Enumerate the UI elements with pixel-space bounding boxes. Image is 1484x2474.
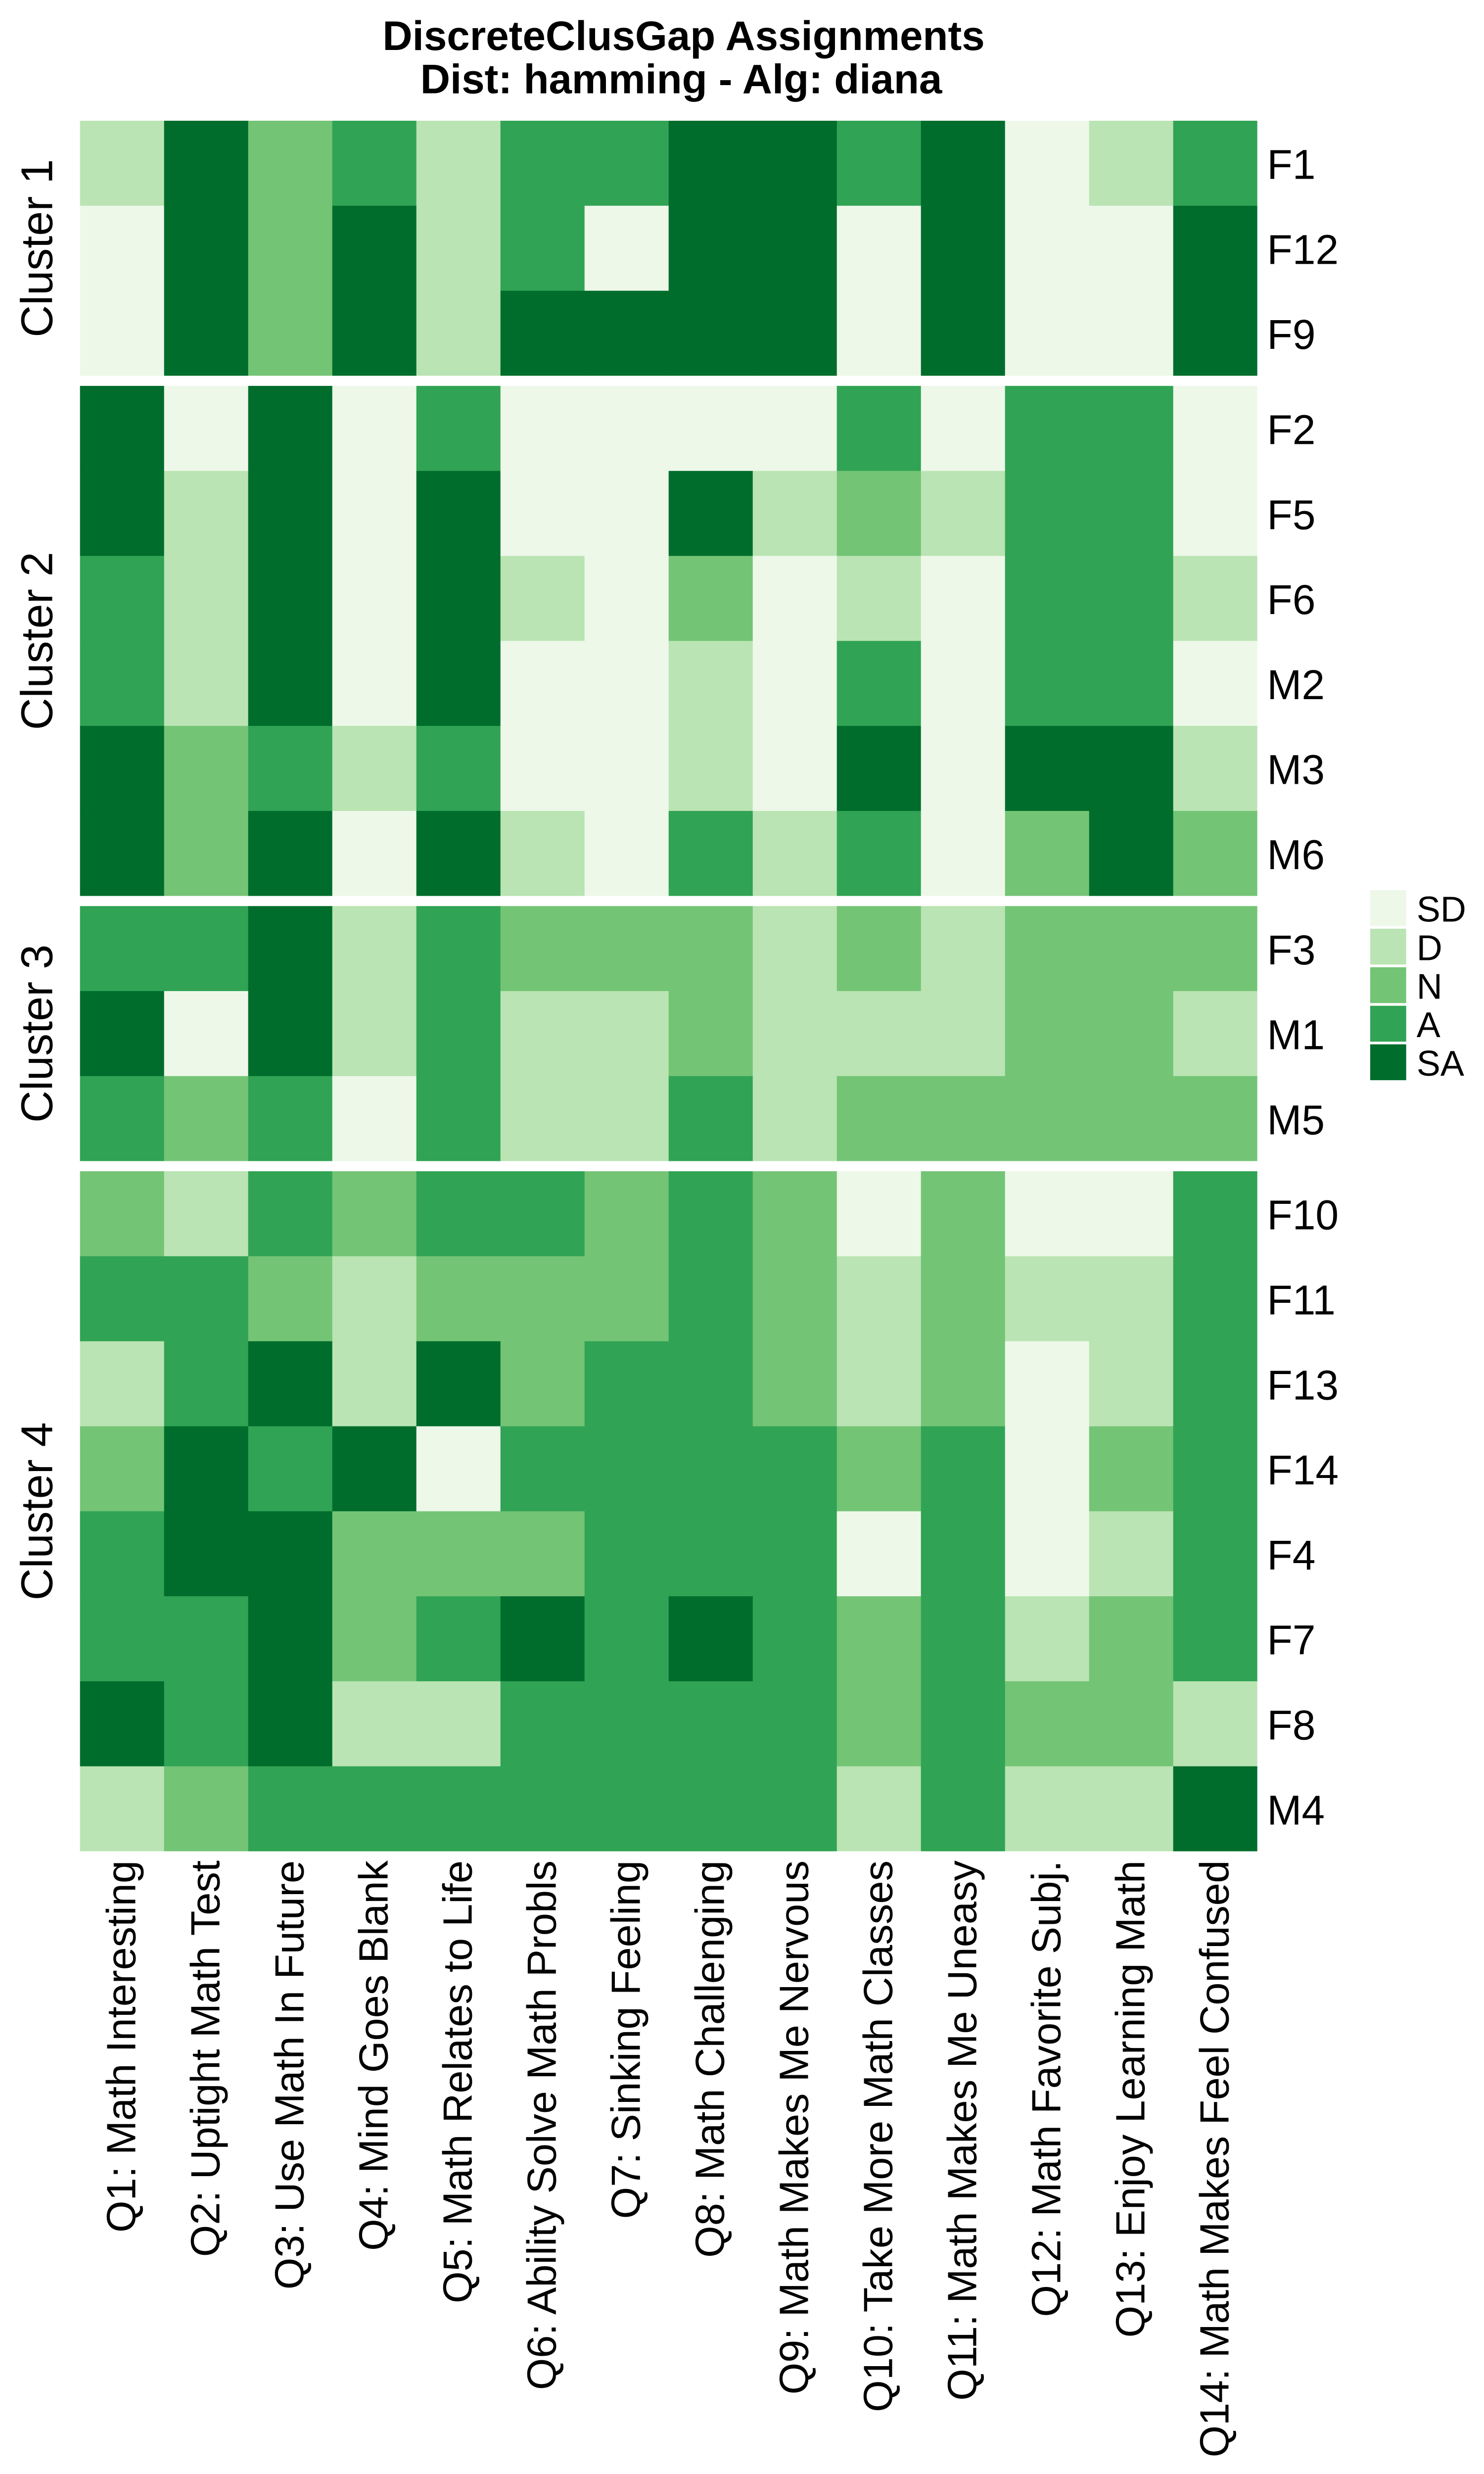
svg-text:Q14: Math Makes Feel Confused: Q14: Math Makes Feel Confused	[1192, 1860, 1238, 2457]
svg-text:F7: F7	[1267, 1617, 1315, 1664]
svg-text:M4: M4	[1267, 1787, 1325, 1833]
svg-text:N: N	[1417, 967, 1442, 1006]
svg-text:SD: SD	[1417, 890, 1466, 930]
svg-text:M6: M6	[1267, 832, 1325, 878]
svg-text:F12: F12	[1267, 226, 1339, 273]
svg-text:Q1: Math Interesting: Q1: Math Interesting	[98, 1860, 144, 2233]
svg-text:Q7: Sinking Feeling: Q7: Sinking Feeling	[603, 1860, 649, 2219]
svg-text:Cluster 3: Cluster 3	[13, 945, 62, 1123]
svg-text:Dist: hamming - Alg: diana: Dist: hamming - Alg: diana	[420, 56, 942, 102]
svg-text:F4: F4	[1267, 1532, 1315, 1578]
svg-text:Q9: Math Makes Me Nervous: Q9: Math Makes Me Nervous	[771, 1860, 817, 2394]
svg-text:Q5: Math Relates to Life: Q5: Math Relates to Life	[435, 1860, 481, 2303]
svg-text:F5: F5	[1267, 491, 1315, 538]
svg-text:F13: F13	[1267, 1362, 1339, 1408]
svg-text:F8: F8	[1267, 1702, 1315, 1749]
svg-text:F3: F3	[1267, 927, 1315, 973]
svg-text:M1: M1	[1267, 1012, 1325, 1058]
svg-text:M3: M3	[1267, 747, 1325, 793]
svg-text:Cluster 4: Cluster 4	[13, 1422, 62, 1600]
svg-text:F10: F10	[1267, 1192, 1339, 1238]
svg-text:F6: F6	[1267, 576, 1315, 623]
svg-text:SA: SA	[1417, 1044, 1464, 1084]
svg-text:M5: M5	[1267, 1096, 1325, 1143]
svg-text:F1: F1	[1267, 142, 1315, 188]
svg-text:Q11: Math Makes Me Uneasy: Q11: Math Makes Me Uneasy	[939, 1860, 985, 2401]
svg-text:Q4: Mind Goes Blank: Q4: Mind Goes Blank	[351, 1860, 397, 2251]
svg-text:Q6: Ability Solve Math Probls: Q6: Ability Solve Math Probls	[519, 1860, 565, 2390]
svg-text:Q8: Math Challenging: Q8: Math Challenging	[687, 1860, 733, 2258]
svg-text:Cluster 2: Cluster 2	[13, 552, 62, 730]
svg-text:Cluster 1: Cluster 1	[13, 159, 62, 337]
svg-text:Q12: Math Favorite Subj.: Q12: Math Favorite Subj.	[1023, 1860, 1069, 2317]
svg-text:Q3: Use Math In Future: Q3: Use Math In Future	[267, 1860, 313, 2289]
svg-text:Q2: Uptight Math Test: Q2: Uptight Math Test	[183, 1860, 229, 2257]
svg-text:A: A	[1417, 1005, 1440, 1045]
svg-text:DiscreteClusGap Assignments: DiscreteClusGap Assignments	[382, 12, 984, 59]
svg-text:F9: F9	[1267, 311, 1315, 358]
svg-text:M2: M2	[1267, 662, 1325, 708]
svg-text:Q13: Enjoy Learning Math: Q13: Enjoy Learning Math	[1108, 1860, 1154, 2337]
svg-text:D: D	[1417, 929, 1442, 968]
svg-text:F14: F14	[1267, 1447, 1339, 1493]
svg-text:F11: F11	[1267, 1277, 1336, 1324]
svg-text:F2: F2	[1267, 407, 1315, 453]
svg-text:Q10: Take More Math Classes: Q10: Take More Math Classes	[855, 1860, 901, 2412]
